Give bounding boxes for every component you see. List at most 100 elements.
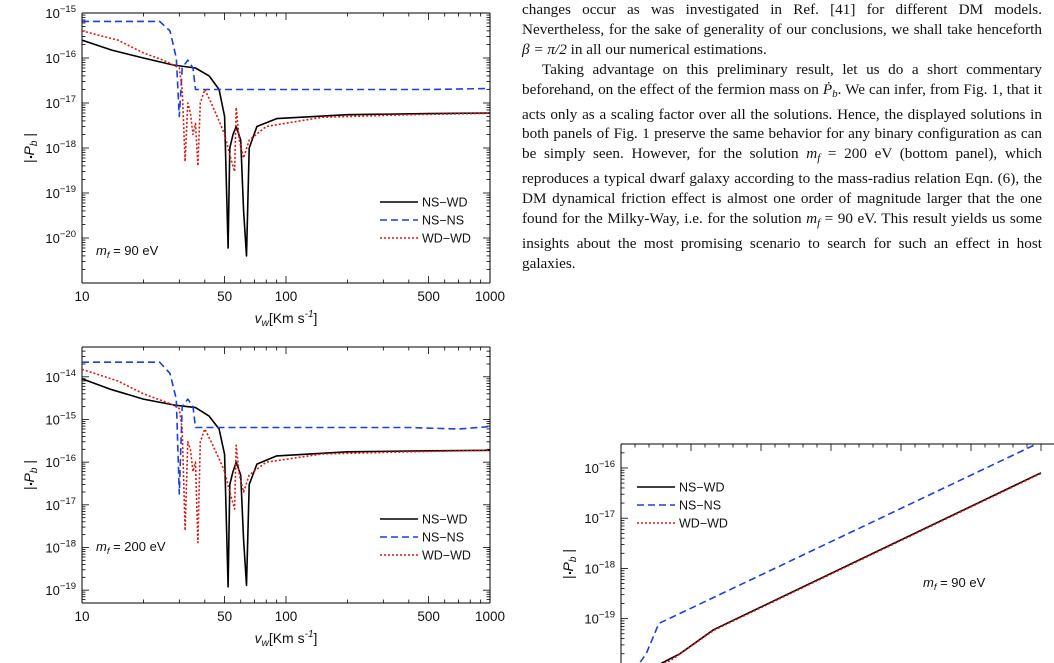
p2-text-c: (bottom panel), which reproduces a typic… xyxy=(522,145,1043,228)
ann-text: = 200 eV xyxy=(109,539,165,554)
y-axis-label: | Pb | xyxy=(21,460,40,490)
p2-m1-sub: f xyxy=(817,152,821,165)
y-tick-label: 10−19 xyxy=(45,581,76,598)
y-tick-base: 10 xyxy=(45,6,59,21)
y-tick-base: 10 xyxy=(584,511,598,526)
x-tick-label: 10 xyxy=(74,289,89,304)
x-tick-label: 500 xyxy=(417,289,440,304)
x-tick-label: 10 xyxy=(74,609,89,624)
x-label-sub: w xyxy=(262,638,270,649)
x-label-exp: -1 xyxy=(305,629,314,640)
x-label-exp: -1 xyxy=(305,309,314,320)
p2-text-d: . This result yields us some insights ab… xyxy=(522,210,1042,272)
y-tick-exp: −17 xyxy=(60,94,76,105)
y-tick-label: 10−17 xyxy=(45,94,76,111)
y-label-bar: | xyxy=(21,482,37,490)
y-tick-label: 10−16 xyxy=(45,453,76,470)
y-label-end: | xyxy=(21,460,37,468)
legend-label-3: WD−WD xyxy=(422,232,471,246)
y-label-sub: b xyxy=(29,140,40,146)
series-line-3 xyxy=(82,368,490,544)
legend-label-2: NS−NS xyxy=(679,499,721,513)
y-tick-base: 10 xyxy=(45,583,59,598)
body-text: changes occur as was investigated in Ref… xyxy=(522,0,1042,274)
y-tick-exp: −16 xyxy=(60,49,76,60)
y-tick-base: 10 xyxy=(45,141,59,156)
y-tick-label: 10−15 xyxy=(45,410,76,427)
y-tick-exp: −19 xyxy=(60,581,76,592)
y-axis-label: | Pb | xyxy=(21,133,40,163)
y-label-p: P xyxy=(21,145,37,155)
legend-label-1: NS−WD xyxy=(679,481,725,495)
y-tick-exp: −18 xyxy=(60,139,76,150)
p2-pdot: Ṗ xyxy=(822,80,833,98)
legend-label-3: WD−WD xyxy=(679,517,728,531)
x-tick-label: 100 xyxy=(275,609,298,624)
ann-sub: f xyxy=(934,582,938,593)
paragraph-1: changes occur as was investigated in Ref… xyxy=(522,0,1042,60)
plot-area xyxy=(82,361,490,588)
legend-label-1: NS−WD xyxy=(422,196,468,210)
y-tick-label: 10−19 xyxy=(584,610,615,627)
p2-text-a: Taking advantage on this preliminary res… xyxy=(522,60,1042,98)
mass-annotation: mf = 90 eV xyxy=(96,243,159,261)
x-label-unit: [Km s xyxy=(269,310,305,326)
p2-m1-val: = 200 eV xyxy=(820,145,893,163)
ann-m: m xyxy=(923,575,934,590)
y-tick-label: 10−18 xyxy=(45,538,76,555)
series-line-3 xyxy=(82,30,490,173)
y-label-bar: | xyxy=(560,571,576,579)
legend-label-2: NS−NS xyxy=(422,531,464,545)
y-tick-exp: −15 xyxy=(60,4,76,15)
plot-area xyxy=(638,444,1042,663)
y-tick-exp: −18 xyxy=(599,559,615,570)
series-line-1 xyxy=(82,378,490,588)
figure-right: 10−16 10−17 10−18 10−19 | Pb | NS−WD NS−NS WD−W… xyxy=(535,430,1054,663)
y-tick-label: 10−16 xyxy=(584,459,615,476)
x-label-end: ] xyxy=(314,310,318,326)
p2-text-b: . We can infer, from Fig. 1, that it act… xyxy=(522,80,1042,163)
p1-text-a: changes occur as was investigated in Ref… xyxy=(522,1,1042,38)
plot-area xyxy=(82,20,490,257)
y-label-sub: b xyxy=(568,556,579,562)
x-tick-label: 1000 xyxy=(475,289,505,304)
y-tick-label: 10−17 xyxy=(584,509,615,526)
series-line-3 xyxy=(663,472,1042,663)
y-tick-base: 10 xyxy=(45,498,59,513)
series-line-1 xyxy=(82,39,490,257)
p2-m2: m xyxy=(806,210,818,228)
y-tick-base: 10 xyxy=(45,51,59,66)
y-tick-base: 10 xyxy=(45,540,59,555)
y-label-bar: | xyxy=(21,155,37,163)
y-tick-exp: −17 xyxy=(60,496,76,507)
y-tick-label: 10−18 xyxy=(584,559,615,576)
series-line-2 xyxy=(82,361,490,495)
y-tick-base: 10 xyxy=(584,612,598,627)
x-label-unit: [Km s xyxy=(269,630,305,646)
ann-sub: f xyxy=(107,546,111,557)
x-tick-label: 50 xyxy=(217,609,232,624)
x-tick-label: 50 xyxy=(217,289,232,304)
y-tick-base: 10 xyxy=(45,186,59,201)
y-label-dot xyxy=(568,571,572,575)
series-line-2 xyxy=(82,20,490,118)
figure-top: 10−15 10−16 10−17 10−18 10−19 10−20 10 50 100 500… xyxy=(0,0,505,330)
y-tick-label: 10−18 xyxy=(45,139,76,156)
y-axis-label: | Pb | xyxy=(560,549,579,579)
y-tick-base: 10 xyxy=(45,96,59,111)
y-tick-label: 10−20 xyxy=(45,229,76,246)
mass-annotation: mf = 90 eV xyxy=(923,575,986,593)
legend-label-1: NS−WD xyxy=(422,513,468,527)
y-tick-label: 10−14 xyxy=(45,368,76,385)
y-tick-base: 10 xyxy=(45,231,59,246)
y-tick-exp: −15 xyxy=(60,410,76,421)
p1-math: β = π/2 xyxy=(522,40,567,58)
p2-m2-sub: f xyxy=(817,217,821,230)
y-tick-label: 10−19 xyxy=(45,184,76,201)
y-tick-exp: −14 xyxy=(60,368,76,379)
legend-label-2: NS−NS xyxy=(422,214,464,228)
p2-m2-val: = 90 eV xyxy=(820,210,874,228)
y-tick-base: 10 xyxy=(584,461,598,476)
mass-annotation: mf = 200 eV xyxy=(96,539,166,557)
